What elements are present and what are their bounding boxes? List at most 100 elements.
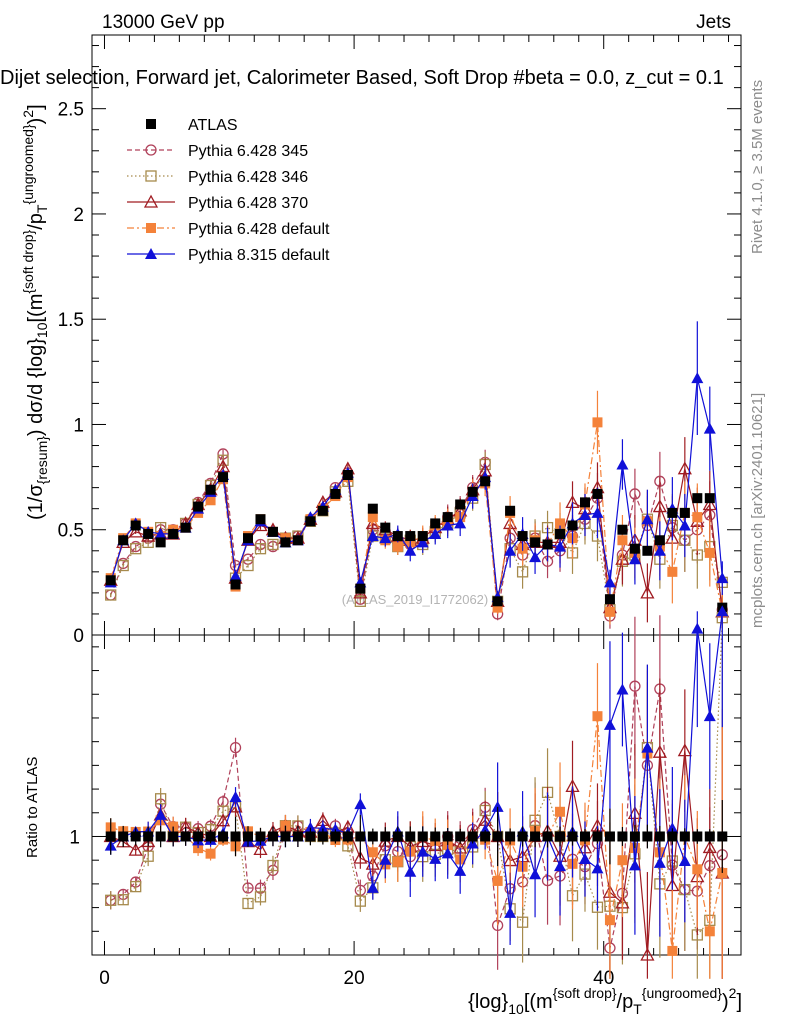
point-atlas [555, 528, 566, 539]
main-y-tick-label: 1 [73, 415, 84, 436]
point-atlas [130, 520, 141, 531]
ratio-point-atlas [267, 831, 278, 842]
ratio-point-p8def [716, 605, 729, 617]
point-p6def [555, 518, 566, 529]
legend-marker [146, 119, 156, 129]
point-atlas [530, 537, 541, 548]
legend-marker [145, 144, 157, 156]
ratio-point-atlas [467, 831, 478, 842]
main-y-tick-label: 2.5 [58, 100, 84, 121]
ratio-point-p8def [304, 821, 317, 833]
point-p6def [604, 606, 615, 617]
ratio-point-atlas [118, 831, 129, 842]
ratio-point-atlas [155, 831, 166, 842]
ratio-point-atlas [417, 831, 428, 842]
point-atlas [567, 520, 578, 531]
ratio-point-p8def [366, 881, 379, 893]
ratio-point-p370 [640, 947, 655, 961]
point-atlas [355, 583, 366, 594]
ratio-line-p346 [110, 617, 723, 937]
point-p6def [367, 512, 378, 523]
ratio-point-p346 [105, 894, 117, 906]
ratio-point-p345 [242, 882, 254, 894]
ratio-point-atlas [342, 831, 353, 842]
ratio-y-tick-label: 1 [69, 827, 80, 848]
point-atlas [579, 497, 590, 508]
point-atlas [405, 531, 416, 542]
ratio-point-p8def [616, 683, 629, 695]
ratio-point-atlas [405, 831, 416, 842]
ratio-point-p8def [416, 845, 429, 857]
ratio-point-atlas [180, 831, 191, 842]
mcplots-label: mcplots.cern.ch [arXiv:2401.10621] [749, 393, 766, 628]
ratio-point-p8def [316, 822, 329, 834]
main-y-axis-label: (1/σ{resum}) dσ/d {log}10[(m{soft drop}/… [20, 104, 50, 520]
ratio-point-atlas [442, 831, 453, 842]
x-tick-label: 20 [344, 968, 365, 989]
point-p8def [603, 576, 616, 588]
point-p346 [130, 543, 142, 555]
ratio-point-p346 [516, 916, 529, 928]
legend-label: Pythia 6.428 default [188, 221, 330, 238]
ratio-point-atlas [305, 831, 316, 842]
ratio-point-atlas [542, 831, 553, 842]
point-atlas [642, 545, 653, 556]
series-line-p8def [110, 378, 723, 598]
point-atlas [617, 524, 628, 535]
ratio-point-atlas [367, 831, 378, 842]
series-line-p6def [110, 422, 723, 612]
point-p370 [640, 585, 655, 599]
ratio-point-p8def [429, 852, 442, 864]
point-atlas [367, 503, 378, 514]
ratio-point-p370 [128, 842, 143, 856]
ratio-point-atlas [679, 831, 690, 842]
ratio-point-p370 [652, 744, 667, 758]
point-p8def [653, 544, 666, 556]
ratio-point-p345 [229, 741, 242, 754]
point-p8def [429, 527, 442, 539]
ratio-point-p370 [702, 840, 717, 854]
point-atlas [392, 531, 403, 542]
point-p8def [366, 530, 379, 542]
ratio-plot-frame [91, 634, 742, 956]
point-atlas [505, 505, 516, 516]
ratio-point-atlas [105, 831, 116, 842]
series-atlas [105, 470, 728, 613]
point-atlas [704, 493, 715, 504]
point-atlas [255, 514, 266, 525]
point-p6def [392, 541, 403, 552]
ratio-point-atlas [717, 831, 728, 842]
point-atlas [305, 516, 316, 527]
ratio-point-p6def [367, 847, 378, 858]
ratio-point-p8def [379, 853, 392, 865]
point-atlas [342, 470, 353, 480]
point-p346 [105, 589, 117, 601]
ratio-point-atlas [143, 831, 154, 842]
ratio-point-atlas [629, 831, 640, 842]
point-p8def [716, 572, 729, 584]
ratio-point-p6def [617, 855, 628, 866]
point-p8def [616, 458, 629, 470]
point-p6def [704, 547, 715, 558]
ratio-point-atlas [642, 831, 653, 842]
point-atlas [667, 507, 678, 518]
point-p370 [702, 497, 717, 511]
legend-label: Pythia 6.428 345 [188, 143, 308, 160]
ratio-point-atlas [505, 831, 516, 842]
point-p6def [205, 495, 216, 506]
point-atlas [155, 537, 166, 548]
legend-marker [143, 194, 159, 208]
main-y-tick-label: 2 [73, 205, 84, 226]
ratio-series-atlas [105, 800, 728, 873]
point-atlas [243, 533, 254, 544]
ratio-point-p8def [354, 798, 367, 810]
ratio-point-atlas [292, 831, 303, 842]
ratio-point-atlas [667, 831, 678, 842]
point-atlas [267, 526, 278, 537]
ratio-point-p8def [691, 622, 704, 634]
ratio-point-p8def [441, 847, 454, 859]
ratio-point-atlas [492, 831, 503, 842]
point-p8def [703, 422, 716, 434]
point-atlas [692, 493, 703, 504]
